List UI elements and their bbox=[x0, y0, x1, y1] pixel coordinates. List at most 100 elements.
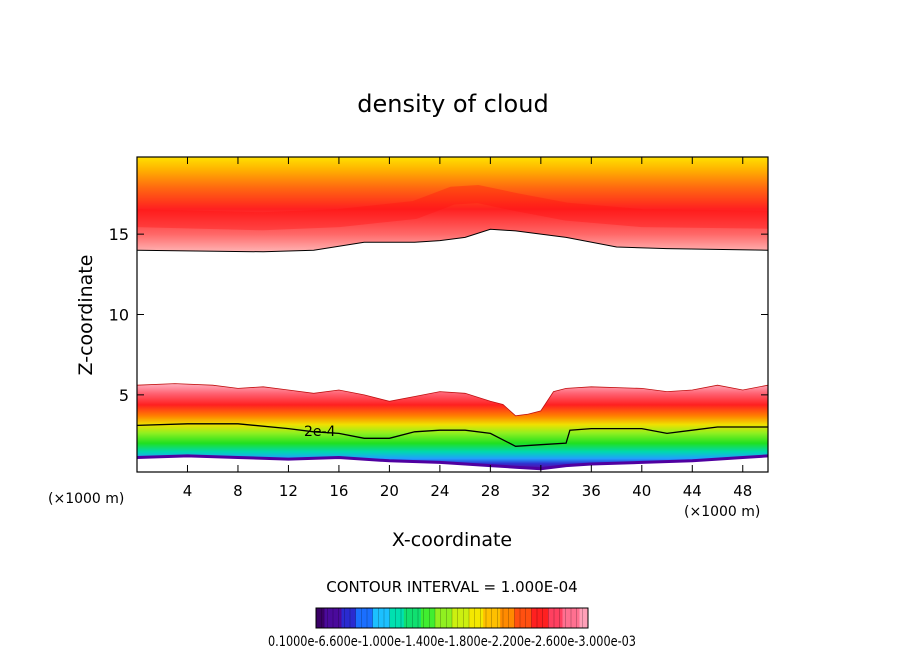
colorbar-swatch bbox=[585, 608, 589, 628]
colorbar-swatch bbox=[386, 608, 391, 628]
colorbar-swatch bbox=[531, 608, 535, 628]
x-tick-label: 32 bbox=[531, 482, 550, 500]
colorbar bbox=[315, 608, 589, 628]
colorbar-swatch bbox=[497, 608, 501, 628]
upper-cloud-layer bbox=[137, 157, 768, 252]
lower-cloud-layer bbox=[137, 383, 768, 469]
x-tick-label: 16 bbox=[329, 482, 348, 500]
colorbar-swatch bbox=[449, 608, 453, 628]
colorbar-swatch bbox=[375, 608, 379, 628]
colorbar-swatch bbox=[378, 608, 382, 628]
colorbar-swatch bbox=[412, 608, 416, 628]
x-tick-label: 40 bbox=[632, 482, 651, 500]
colorbar-swatch bbox=[316, 608, 320, 628]
upper-cloud-peak-band bbox=[137, 184, 768, 231]
colorbar-labels: 0.1000e-6.600e-1.000e-1.400e-1.800e-2.20… bbox=[268, 634, 636, 650]
colorbar-swatch bbox=[401, 608, 405, 628]
colorbar-swatch bbox=[494, 608, 498, 628]
colorbar-swatch bbox=[392, 608, 396, 628]
x-tick-label: 24 bbox=[430, 482, 449, 500]
colorbar-swatch bbox=[321, 608, 325, 628]
colorbar-swatch bbox=[415, 608, 419, 628]
x-tick-label: 28 bbox=[481, 482, 500, 500]
colorbar-swatch bbox=[452, 608, 456, 628]
lower-layer-bottom-contour bbox=[137, 454, 768, 471]
colorbar-swatch bbox=[573, 608, 578, 628]
colorbar-swatch bbox=[440, 608, 444, 628]
y-tick-label: 5 bbox=[119, 386, 129, 405]
colorbar-swatch bbox=[525, 608, 529, 628]
colorbar-swatch bbox=[565, 608, 569, 628]
colorbar-swatch bbox=[389, 608, 393, 628]
colorbar-swatch bbox=[517, 608, 521, 628]
colorbar-swatch bbox=[355, 608, 359, 628]
colorbar-swatch bbox=[576, 608, 580, 628]
colorbar-swatch bbox=[559, 608, 563, 628]
colorbar-swatch bbox=[395, 608, 399, 628]
colorbar-swatch bbox=[528, 608, 532, 628]
colorbar-swatch bbox=[539, 608, 544, 628]
contour-line-2e-4 bbox=[137, 423, 768, 447]
colorbar-swatch bbox=[381, 608, 385, 628]
colorbar-swatch bbox=[420, 608, 425, 628]
colorbar-swatch bbox=[333, 608, 337, 628]
colorbar-swatch bbox=[429, 608, 433, 628]
colorbar-swatch bbox=[318, 608, 323, 628]
colorbar-swatch bbox=[443, 608, 447, 628]
colorbar-swatch bbox=[503, 608, 507, 628]
colorbar-swatch bbox=[551, 608, 555, 628]
colorbar-swatch bbox=[350, 608, 354, 628]
colorbar-swatch bbox=[435, 608, 439, 628]
colorbar-swatch bbox=[330, 608, 334, 628]
colorbar-swatch bbox=[426, 608, 430, 628]
colorbar-swatch bbox=[437, 608, 442, 628]
colorbar-swatch bbox=[505, 608, 510, 628]
contour-label: 2e-4 bbox=[304, 424, 336, 440]
colorbar-swatch bbox=[338, 608, 342, 628]
colorbar-swatch bbox=[403, 608, 408, 628]
colorbar-swatch bbox=[324, 608, 328, 628]
colorbar-swatch bbox=[418, 608, 422, 628]
colorbar-swatch bbox=[463, 608, 467, 628]
upper-layer-base-contour bbox=[137, 228, 768, 253]
x-axis-ticks: 4 8 12 16 20 24 28 32 36 40 44 48 bbox=[183, 157, 752, 500]
colorbar-swatch bbox=[537, 608, 541, 628]
colorbar-swatch bbox=[477, 608, 481, 628]
colorbar-swatch bbox=[432, 608, 436, 628]
colorbar-swatch bbox=[327, 608, 331, 628]
colorbar-swatch bbox=[545, 608, 549, 628]
colorbar-swatch bbox=[367, 608, 371, 628]
x-tick-label: 8 bbox=[233, 482, 243, 500]
colorbar-swatch bbox=[423, 608, 427, 628]
colorbar-swatch bbox=[361, 608, 365, 628]
colorbar-swatch bbox=[579, 608, 583, 628]
colorbar-swatch bbox=[520, 608, 524, 628]
plot-area bbox=[137, 157, 768, 471]
colorbar-swatch bbox=[508, 608, 512, 628]
colorbar-swatch bbox=[534, 608, 538, 628]
x-axis-label: X-coordinate bbox=[392, 529, 512, 551]
colorbar-swatch bbox=[335, 608, 340, 628]
y-tick-label: 10 bbox=[109, 306, 129, 325]
colorbar-swatch bbox=[568, 608, 572, 628]
colorbar-swatch bbox=[341, 608, 345, 628]
colorbar-swatch bbox=[369, 608, 374, 628]
colorbar-swatch bbox=[409, 608, 413, 628]
colorbar-swatch bbox=[483, 608, 487, 628]
x-tick-label: 44 bbox=[683, 482, 702, 500]
colorbar-swatch bbox=[542, 608, 546, 628]
y-axis-label: Z-coordinate bbox=[75, 255, 97, 376]
colorbar-swatch bbox=[460, 608, 464, 628]
colorbar-swatch bbox=[406, 608, 410, 628]
x-tick-label: 20 bbox=[380, 482, 399, 500]
colorbar-swatch bbox=[454, 608, 459, 628]
x-unit-label-left: (×1000 m) bbox=[48, 491, 124, 507]
colorbar-frame bbox=[315, 607, 589, 629]
colorbar-swatch bbox=[556, 608, 561, 628]
y-tick-label: 15 bbox=[109, 225, 129, 244]
colorbar-swatch bbox=[511, 608, 515, 628]
colorbar-swatch bbox=[480, 608, 484, 628]
colorbar-swatch bbox=[474, 608, 478, 628]
x-tick-label: 12 bbox=[279, 482, 298, 500]
